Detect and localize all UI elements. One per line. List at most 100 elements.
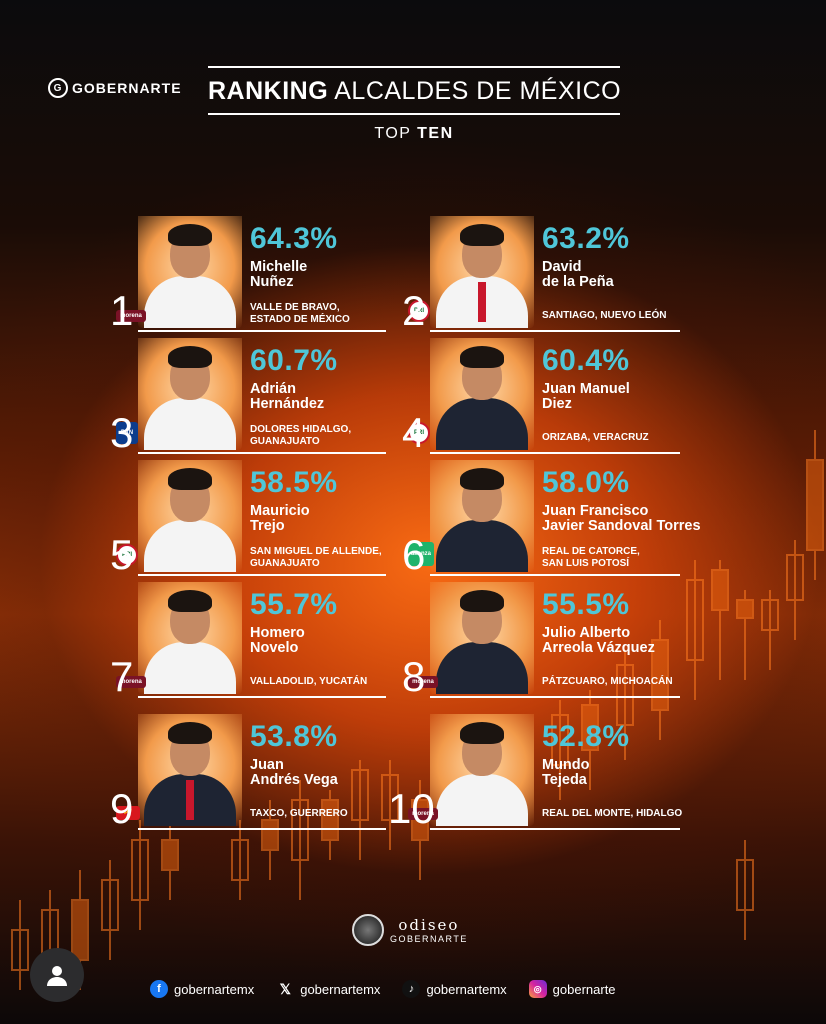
candidate-location: VALLE DE BRAVO, ESTADO DE MÉXICO	[250, 302, 350, 326]
candidate-name: Homero Novelo	[250, 626, 305, 656]
candidate-photo	[430, 582, 534, 694]
candidate-photo	[138, 582, 242, 694]
ranking-card: morena 8 55.5% Julio Alberto Arreola Váz…	[402, 580, 747, 698]
rank-number: 8	[402, 653, 426, 700]
candidate-photo	[138, 216, 242, 328]
candidate-photo	[430, 460, 534, 572]
photo-hair	[460, 722, 504, 744]
title-rule-bottom	[208, 113, 620, 115]
subtitle-bold: TEN	[417, 125, 454, 142]
gobernarte-logo-top: G GOBERNARTE	[48, 78, 182, 98]
location-line-1: REAL DE CATORCE,	[542, 546, 640, 557]
candidate-name: Juan Andrés Vega	[250, 758, 338, 788]
card-underline	[430, 452, 680, 454]
name-line-2: Novelo	[250, 640, 299, 656]
candidate-location: TAXCO, GUERRERO	[250, 808, 348, 820]
social-handle: gobernartemx	[426, 981, 507, 997]
location-line-1: VALLADOLID, YUCATÁN	[250, 676, 368, 687]
party-logo-icon: morena	[116, 676, 146, 688]
photo-body	[436, 520, 528, 572]
odiseo-seal-icon	[352, 914, 384, 946]
photo-hair	[168, 346, 212, 368]
approval-percent: 60.4%	[542, 344, 630, 377]
photo-hair	[460, 224, 504, 246]
location-line-1: REAL DEL MONTE, HIDALGO	[542, 808, 683, 819]
party-logo-icon: PRI	[408, 300, 430, 322]
name-line-1: Juan Francisco	[542, 503, 649, 519]
card-underline	[138, 828, 386, 830]
page-title: RANKING ALCALDES DE MÉXICO	[208, 68, 622, 113]
title-rule-top	[208, 66, 620, 68]
name-line-2: Andrés Vega	[250, 772, 338, 788]
candidate-location: REAL DE CATORCE, SAN LUIS POTOSÍ	[542, 546, 640, 570]
social-instagram[interactable]: ◎ gobernarte	[528, 980, 616, 998]
candidate-name: Michelle Nuñez	[250, 260, 307, 290]
candidate-photo	[430, 714, 534, 826]
instagram-icon: ◎	[528, 980, 547, 998]
location-line-1: PÁTZCUARO, MICHOACÁN	[542, 676, 673, 687]
ranking-card: morena 10 52.8% Mundo Tejeda REAL DEL MO…	[388, 712, 747, 830]
facebook-icon: f	[150, 980, 168, 998]
ranking-card: morena 7 55.7% Homero Novelo VALLADOLID,…	[110, 580, 455, 698]
photo-hair	[168, 722, 212, 744]
location-line-1: VALLE DE BRAVO,	[250, 302, 340, 313]
title-bold: RANKING	[208, 77, 329, 105]
name-line-2: de la Peña	[542, 274, 614, 290]
title-block: RANKING ALCALDES DE MÉXICO TOP TEN	[208, 66, 622, 143]
candidate-photo	[430, 338, 534, 450]
candidate-location: VALLADOLID, YUCATÁN	[250, 676, 367, 688]
photo-body	[436, 774, 528, 826]
photo-hair	[168, 590, 212, 612]
social-handle: gobernartemx	[174, 981, 255, 997]
rank-number: 1	[110, 287, 134, 334]
candidate-location: ORIZABA, VERACRUZ	[542, 432, 649, 444]
photo-hair	[168, 224, 212, 246]
subtitle-pre: TOP	[374, 125, 418, 142]
approval-percent: 55.7%	[250, 588, 338, 621]
ranking-card: PT 9 53.8% Juan Andrés Vega TAXCO, GUERR…	[110, 712, 455, 830]
name-line-2: Diez	[542, 396, 572, 412]
social-facebook[interactable]: f gobernartemx	[150, 980, 254, 998]
party-logo-icon: PT	[116, 806, 140, 820]
name-line-2: Arreola Vázquez	[542, 640, 655, 656]
social-handle: gobernartemx	[300, 981, 381, 997]
candidate-photo	[138, 460, 242, 572]
location-line-2: ESTADO DE MÉXICO	[250, 314, 350, 325]
card-underline	[138, 452, 386, 454]
social-tiktok[interactable]: ♪ gobernartemx	[402, 980, 507, 998]
social-handle: gobernarte	[552, 981, 616, 997]
ranking-card: alianza 6 58.0% Juan Francisco Javier Sa…	[402, 458, 747, 576]
candidate-photo	[138, 714, 242, 826]
approval-percent: 64.3%	[250, 222, 338, 255]
brand-name: GOBERNARTE	[72, 80, 182, 96]
card-underline	[138, 574, 386, 576]
gobernarte-g-icon: G	[48, 78, 68, 98]
candidate-name: Adrián Hernández	[250, 382, 324, 412]
candidate-name: Mauricio Trejo	[250, 504, 310, 534]
candidate-name: Julio Alberto Arreola Vázquez	[542, 626, 655, 656]
candidate-location: REAL DEL MONTE, HIDALGO	[542, 808, 682, 820]
tiktok-icon: ♪	[402, 980, 421, 998]
profile-avatar[interactable]	[30, 948, 84, 1002]
party-logo-icon: morena	[408, 808, 438, 820]
photo-tie	[478, 282, 486, 322]
photo-body	[144, 520, 236, 572]
card-underline	[430, 574, 680, 576]
approval-percent: 52.8%	[542, 720, 630, 753]
location-line-1: SAN MIGUEL DE ALLENDE,	[250, 546, 382, 557]
photo-hair	[460, 468, 504, 490]
name-line-1: Homero	[250, 625, 305, 641]
rank-number: 3	[110, 409, 134, 456]
candidate-location: PÁTZCUARO, MICHOACÁN	[542, 676, 673, 688]
candidate-location: SAN MIGUEL DE ALLENDE, GUANAJUATO	[250, 546, 382, 570]
photo-tie	[186, 780, 194, 820]
approval-percent: 63.2%	[542, 222, 630, 255]
title-rest: ALCALDES DE MÉXICO	[328, 77, 622, 105]
name-line-1: Michelle	[250, 259, 308, 275]
party-logo-icon: PRI	[408, 422, 430, 444]
photo-hair	[168, 468, 212, 490]
photo-hair	[460, 590, 504, 612]
x-icon: 𝕏	[279, 980, 291, 997]
